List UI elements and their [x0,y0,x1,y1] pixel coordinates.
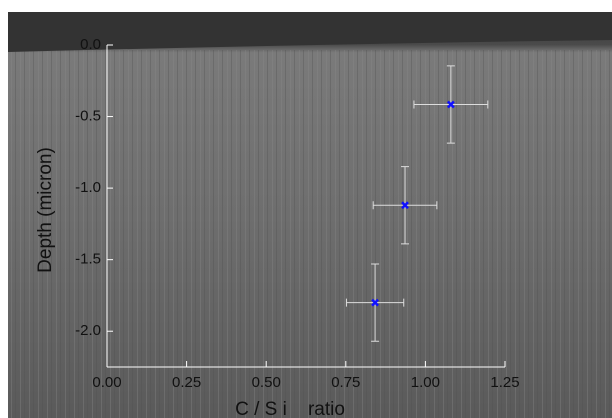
x-tick-label: 1.25 [490,374,519,391]
x-tick-label: 0.00 [92,374,121,391]
y-axis-label: Depth (micron) [35,147,56,273]
x-tick-label: 0.25 [172,374,201,391]
y-tick-label: 0.0 [80,36,101,53]
x-tick-label: 0.50 [252,374,281,391]
x-tick-label: 0.75 [331,374,360,391]
y-tick-label: -1.5 [75,251,101,268]
page: {"chart_data": {"type": "scatter", "xlab… [0,0,612,418]
y-tick-label: -2.0 [75,322,101,339]
y-tick-label: -1.0 [75,179,101,196]
y-tick-label: -0.5 [75,108,101,125]
x-tick-label: 1.00 [411,374,440,391]
chart: 0.00 0.25 0.50 0.75 1.00 1.25 0.0 -0.5 -1.0 -1.5 -… [0,0,612,418]
x-axis-label: C / S i ratio [235,399,345,418]
background-image [8,12,612,418]
